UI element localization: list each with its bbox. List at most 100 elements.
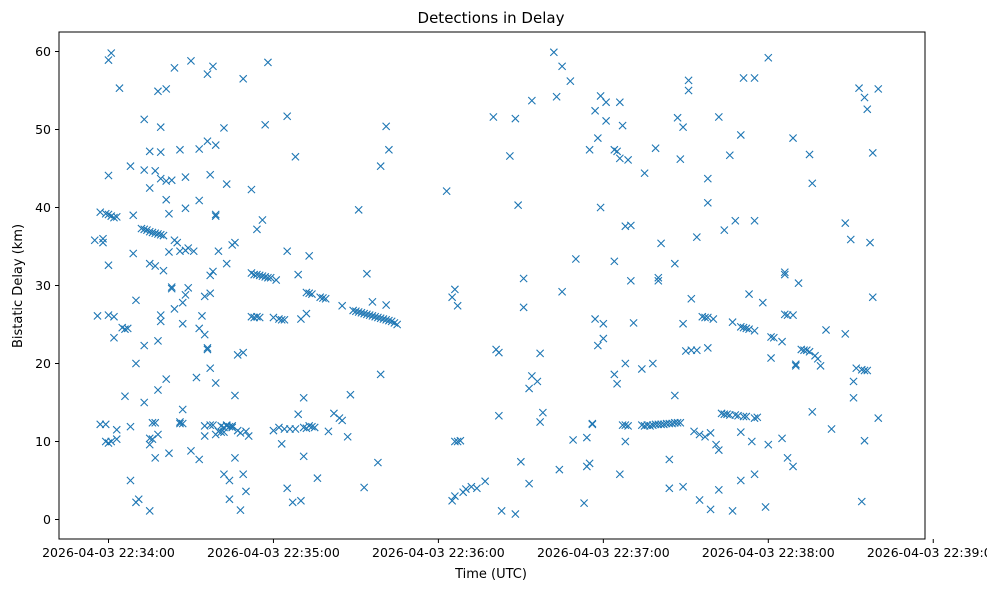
data-point: [140, 225, 149, 234]
data-point: [239, 470, 248, 479]
data-point: [126, 476, 135, 485]
data-point: [338, 301, 347, 310]
data-point: [456, 436, 465, 445]
data-point: [778, 434, 787, 443]
data-point: [673, 113, 682, 122]
data-point: [156, 230, 165, 239]
data-point: [255, 271, 264, 280]
data-point: [206, 170, 215, 179]
data-point: [178, 298, 187, 307]
data-point: [728, 506, 737, 515]
data-point: [646, 421, 655, 430]
data-point: [233, 350, 242, 359]
data-point: [360, 483, 369, 492]
data-point: [497, 506, 506, 515]
data-point: [549, 48, 558, 57]
data-point: [582, 433, 591, 442]
data-point: [849, 393, 858, 402]
data-point: [783, 453, 792, 462]
data-point: [175, 145, 184, 154]
data-point: [379, 315, 388, 324]
data-point: [750, 326, 759, 335]
data-point: [145, 259, 154, 268]
data-point: [720, 226, 729, 235]
data-point: [382, 315, 391, 324]
data-point: [123, 324, 132, 333]
data-point: [195, 455, 204, 464]
data-point: [181, 204, 190, 213]
chart-title: Detections in Delay: [418, 9, 565, 27]
data-point: [200, 330, 209, 339]
data-point: [252, 225, 261, 234]
data-point: [269, 313, 278, 322]
data-point: [593, 134, 602, 143]
data-point: [371, 312, 380, 321]
data-point: [151, 453, 160, 462]
data-point: [159, 266, 168, 275]
data-point: [101, 209, 110, 218]
data-point: [393, 320, 402, 329]
data-point: [800, 346, 809, 355]
data-point: [280, 315, 289, 324]
data-point: [868, 293, 877, 302]
data-points: [90, 48, 883, 519]
data-point: [780, 268, 789, 277]
data-point: [731, 410, 740, 419]
data-point: [145, 147, 154, 156]
data-point: [156, 148, 165, 157]
data-point: [723, 410, 732, 419]
data-point: [258, 272, 267, 281]
data-point: [758, 298, 767, 307]
data-point: [222, 180, 231, 189]
data-point: [272, 276, 281, 285]
data-point: [343, 432, 352, 441]
data-point: [736, 476, 745, 485]
data-point: [365, 311, 374, 320]
data-point: [148, 228, 157, 237]
data-point: [225, 495, 234, 504]
data-point: [321, 294, 330, 303]
data-point: [230, 453, 239, 462]
data-point: [692, 233, 701, 242]
data-point: [167, 284, 176, 293]
y-tick-label: 10: [35, 434, 51, 449]
data-point: [211, 379, 220, 387]
data-point: [104, 311, 113, 320]
data-point: [626, 276, 635, 285]
data-point: [214, 247, 223, 256]
data-point: [129, 211, 138, 220]
data-point: [299, 423, 308, 432]
data-point: [613, 147, 622, 156]
data-point: [228, 421, 237, 430]
data-point: [511, 114, 520, 123]
data-point: [222, 259, 231, 268]
data-point: [849, 377, 858, 386]
data-point: [516, 457, 525, 466]
data-point: [450, 492, 459, 501]
x-tick-label: 2026-04-03 22:34:00: [42, 545, 175, 560]
data-point: [745, 290, 754, 299]
data-point: [302, 288, 311, 297]
data-point: [376, 370, 385, 379]
data-point: [599, 334, 608, 343]
data-point: [120, 325, 129, 334]
data-point: [186, 56, 195, 65]
data-point: [162, 195, 171, 204]
data-point: [753, 413, 762, 422]
data-point: [805, 347, 814, 356]
data-point: [170, 304, 179, 313]
data-point: [145, 227, 154, 236]
data-point: [104, 171, 113, 180]
data-point: [140, 115, 149, 124]
data-point: [156, 311, 165, 320]
data-point: [294, 270, 303, 279]
data-point: [195, 145, 204, 153]
data-point: [316, 293, 325, 302]
data-point: [670, 259, 679, 268]
data-point: [354, 205, 363, 214]
data-point: [156, 123, 165, 132]
data-point: [558, 62, 567, 71]
data-point: [769, 333, 778, 342]
data-point: [676, 418, 685, 427]
plot-frame: [58, 31, 926, 540]
